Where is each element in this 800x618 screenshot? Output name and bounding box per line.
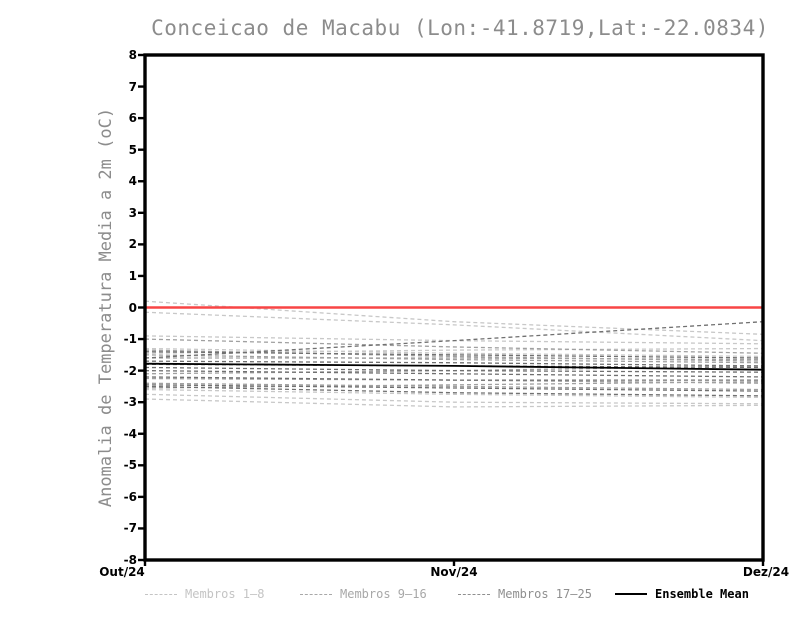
y-tick-label: -4 (123, 427, 137, 441)
member-line-group-1 (144, 393, 764, 405)
legend-line-sample (615, 593, 647, 595)
member-line-group-2 (145, 357, 764, 361)
legend-label: Membros 1–8 (185, 587, 265, 601)
y-tick-label: 3 (128, 206, 137, 220)
legend: Membros 1–8 Membros 9–16 Membros 17–25 Ense… (0, 585, 800, 605)
legend-line-sample (300, 593, 332, 595)
y-tick-label: 6 (128, 111, 137, 125)
member-line-group-3 (144, 366, 764, 373)
legend-label: Ensemble Mean (655, 587, 749, 601)
legend-item: Membros 9–16 (300, 585, 427, 603)
member-line-group-3 (144, 321, 764, 359)
legend-line-sample (458, 593, 490, 595)
member-line-group-2 (144, 382, 764, 391)
y-tick-label: -2 (123, 364, 137, 378)
y-tick-label: -6 (123, 490, 137, 504)
legend-label: Membros 17–25 (498, 587, 592, 601)
ensemble-mean-line (144, 362, 764, 371)
member-line-group-3 (144, 376, 763, 381)
x-tick-label: Dez/24 (742, 565, 790, 579)
member-line-group-3 (144, 369, 764, 378)
legend-label: Membros 9–16 (340, 587, 427, 601)
member-line-group-3 (144, 385, 764, 397)
y-tick-label: 1 (128, 269, 137, 283)
member-line-group-1 (144, 300, 764, 335)
member-line-group-1 (144, 311, 764, 342)
legend-item: Membros 17–25 (458, 585, 592, 603)
y-tick-label: 5 (128, 143, 137, 157)
chart-title: Conceicao de Macabu (Lon:-41.8719,Lat:-2… (151, 16, 769, 40)
y-tick-label: 8 (128, 48, 137, 62)
member-line-group-3 (144, 360, 764, 367)
y-tick-label: 2 (128, 237, 137, 251)
member-line-group-3 (144, 351, 764, 359)
y-tick-label: 4 (128, 174, 137, 188)
member-line-group-1 (144, 335, 764, 345)
member-line-group-2 (144, 349, 764, 362)
y-tick-label: -7 (123, 521, 137, 535)
member-line-group-2 (144, 381, 764, 389)
legend-item: Ensemble Mean (615, 585, 749, 603)
member-line-group-1 (144, 388, 764, 399)
member-line-group-1 (144, 347, 764, 354)
legend-item: Membros 1–8 (145, 585, 264, 603)
member-line-group-2 (144, 354, 764, 364)
member-line-group-2 (144, 338, 764, 354)
legend-line-sample (145, 593, 177, 595)
y-tick-label: -8 (123, 553, 137, 567)
y-tick-label: 0 (128, 301, 137, 315)
y-tick-label: -5 (123, 458, 137, 472)
y-tick-label: 7 (128, 80, 137, 94)
y-tick-label: -3 (123, 395, 137, 409)
x-tick-label: Out/24 (99, 565, 145, 579)
x-tick-label: Nov/24 (430, 565, 478, 579)
member-line-group-1 (144, 347, 764, 358)
y-tick-label: -1 (123, 332, 137, 346)
member-line-group-1 (144, 398, 764, 408)
member-line-group-3 (144, 384, 764, 392)
